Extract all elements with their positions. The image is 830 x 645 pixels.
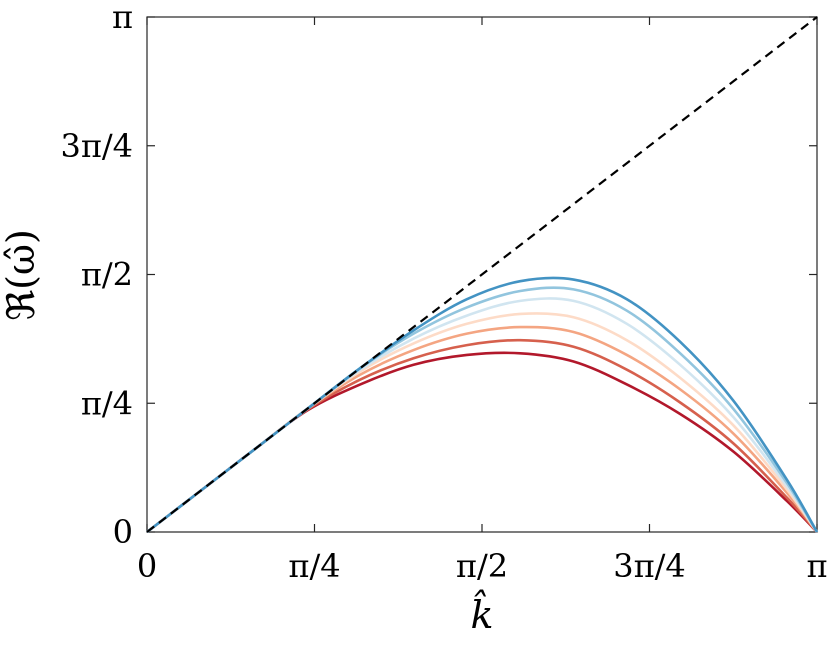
x-tick-label-0: 0 [137, 547, 157, 585]
x-axis-label: k̂ [470, 590, 493, 637]
series-line-2 [146, 338, 818, 534]
y-tick-label-3: 3π/4 [60, 127, 133, 165]
y-tick-label-2: π/2 [81, 256, 133, 294]
series-lines [146, 276, 819, 534]
y-axis-label: ℜ(ω̂) [0, 229, 43, 321]
x-tick-label-4: π [806, 547, 827, 585]
y-tick-label-4: π [112, 0, 133, 36]
x-tick-label-2: π/2 [456, 547, 508, 585]
series-line-4 [146, 312, 819, 534]
x-tick-label-3: 3π/4 [613, 547, 686, 585]
series-line-7 [146, 276, 819, 534]
y-tick-label-0: 0 [113, 513, 133, 551]
x-tick-label-1: π/4 [288, 547, 340, 585]
series-line-5 [146, 297, 819, 534]
y-tick-label-1: π/4 [81, 384, 133, 422]
tick-labels: 0 π/4 π/2 3π/4 π 0 π/4 π/2 3π/4 π [60, 0, 827, 585]
reference-line-dashed [146, 16, 818, 533]
